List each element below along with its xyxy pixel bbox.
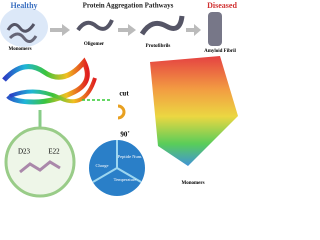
title: Protein Aggregation Pathways [83, 2, 174, 10]
cut-label: cut [119, 90, 129, 98]
zoom-circle [4, 126, 76, 198]
monomers-label: Monomers [181, 181, 204, 186]
cycle-dividers [92, 140, 142, 183]
oligomer-icon [76, 19, 114, 32]
healthy-label: Healthy [10, 1, 37, 10]
arrow [50, 24, 70, 36]
stage-label: Amyloid Fibril [204, 49, 236, 54]
rotate-icon [117, 104, 126, 120]
figure: Healthy Protein Aggregation Pathways Dis… [0, 1, 238, 198]
angle-label: 90˚ [120, 131, 129, 139]
protein-ribbon [2, 57, 90, 105]
monomer-icon [8, 32, 38, 43]
cycle-item: Temperature [114, 177, 137, 182]
diseased-label: Diseased [207, 1, 237, 10]
fibril-stack [150, 56, 238, 166]
stage-label: Monomers [8, 47, 31, 52]
fibril-body [150, 56, 238, 166]
residue-label: E22 [48, 148, 60, 156]
protein-ribbon [9, 77, 97, 104]
monomer-icon [6, 23, 36, 33]
residue-sticks [19, 160, 61, 174]
arrow [186, 24, 201, 36]
residue-label: D23 [18, 148, 31, 156]
stage-label: Protofibrils [146, 44, 171, 49]
cycle-item: Charge [96, 163, 109, 168]
arrow [118, 24, 136, 36]
cycle-item: Peptide Num. [118, 154, 143, 159]
protofibril-icon [139, 15, 185, 36]
healthy-bubble [0, 7, 48, 47]
fibril-icon [208, 12, 222, 46]
stage-label: Oligomer [84, 42, 105, 47]
